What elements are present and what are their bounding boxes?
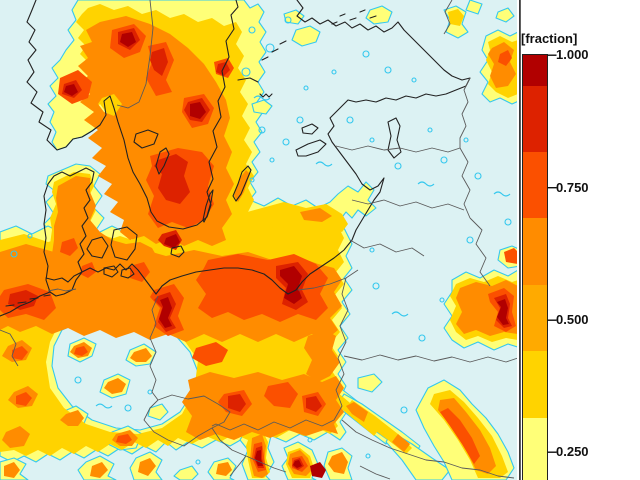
colorbar-band [523,418,547,480]
colorbar-outline [522,54,548,480]
colorbar-tick-label: 0.250 [556,444,589,459]
contour-fragments [10,16,512,465]
colorbar-tick-label: 0.500 [556,312,589,327]
map-frame-line [519,0,521,480]
colorbar-band [523,351,547,418]
legend-title: [fraction] [521,31,578,46]
colorbar-band [523,152,547,218]
colorbar-band [523,285,547,351]
colorbar-tick-label: 1.000 [556,47,589,62]
cloud-layer-darkred [64,32,509,478]
colorbar-band [523,218,547,285]
europe-fraction-map [0,0,521,480]
coastlines [0,0,471,317]
colorbar-tick-label: 0.750 [556,180,589,195]
country-borders [0,0,517,480]
colorbar [522,54,557,480]
colorbar-ticks [547,54,557,453]
colorbar-band [523,86,547,152]
colorbar-bands [523,55,547,480]
colorbar-band [523,55,547,86]
